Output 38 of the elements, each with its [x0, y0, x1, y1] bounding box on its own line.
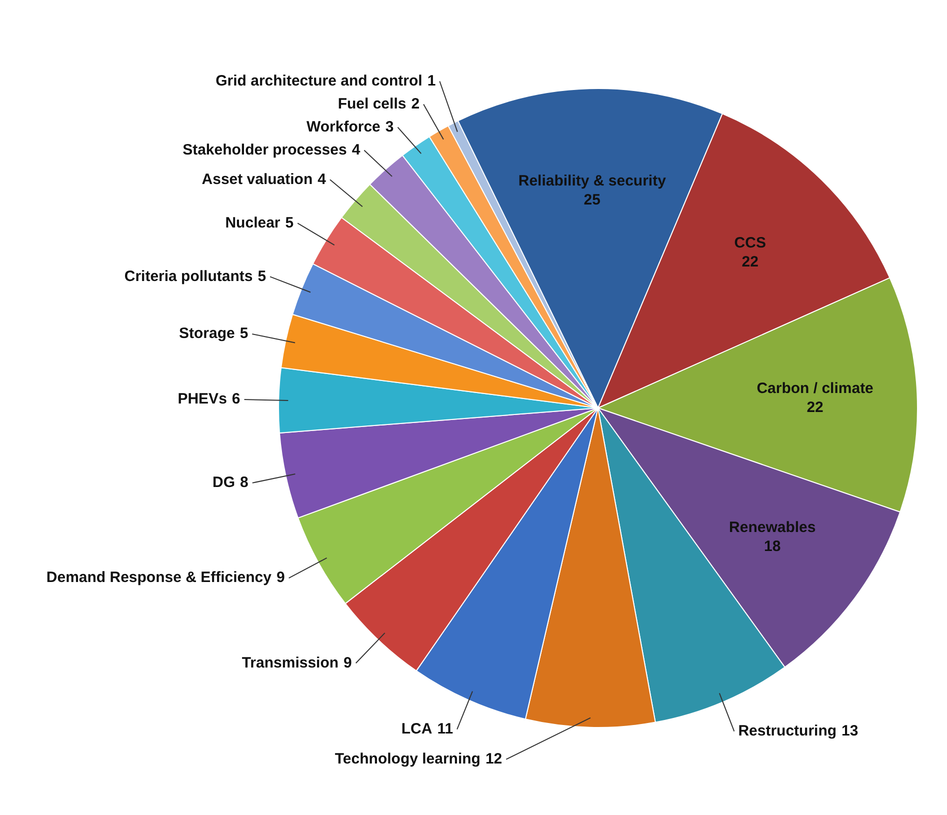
data-label: 9 — [344, 654, 352, 672]
slice-label: Demand Response & Efficiency — [46, 569, 272, 586]
slice-label: Transmission — [242, 654, 339, 672]
data-label: 5 — [285, 214, 294, 232]
data-label: 3 — [385, 118, 394, 136]
data-label: 22 — [806, 399, 824, 416]
data-label: 5 — [258, 268, 266, 285]
data-label: 12 — [485, 750, 502, 768]
data-label: 5 — [240, 325, 248, 342]
data-label: 25 — [584, 191, 600, 208]
slice-label: PHEVs — [178, 390, 227, 408]
slice-label: CCS — [734, 234, 766, 252]
slice-label: Restructuring — [738, 722, 837, 740]
data-label: 8 — [240, 474, 248, 492]
slice-label: Criteria pollutants — [124, 268, 253, 285]
slice-label: Asset valuation — [202, 170, 313, 188]
data-label: 2 — [411, 95, 420, 112]
slice-label: Workforce — [306, 118, 380, 136]
slice-label: DG — [212, 474, 236, 492]
data-label: 11 — [437, 720, 454, 738]
data-label: 18 — [764, 538, 781, 556]
data-label: 6 — [232, 390, 240, 408]
slice-label: LCA — [401, 720, 432, 738]
slice-label: Reliability & security — [518, 172, 667, 190]
slice-label: Storage — [178, 325, 235, 342]
data-label: 1 — [427, 72, 436, 90]
data-label: 22 — [742, 254, 758, 271]
data-label: 4 — [318, 170, 327, 188]
slice-label: Carbon / climate — [756, 380, 874, 398]
data-label: 13 — [842, 722, 858, 740]
slice-label: Grid architecture and control — [216, 72, 422, 90]
slice-label: Renewables — [729, 519, 816, 536]
slice-label: Stakeholder processes — [182, 141, 347, 158]
data-label: 9 — [276, 569, 285, 586]
data-label: 4 — [352, 141, 361, 158]
slice-label: Nuclear — [225, 214, 280, 232]
slice-label: Technology learning — [334, 750, 480, 768]
slice-label: Fuel cells — [338, 95, 406, 112]
